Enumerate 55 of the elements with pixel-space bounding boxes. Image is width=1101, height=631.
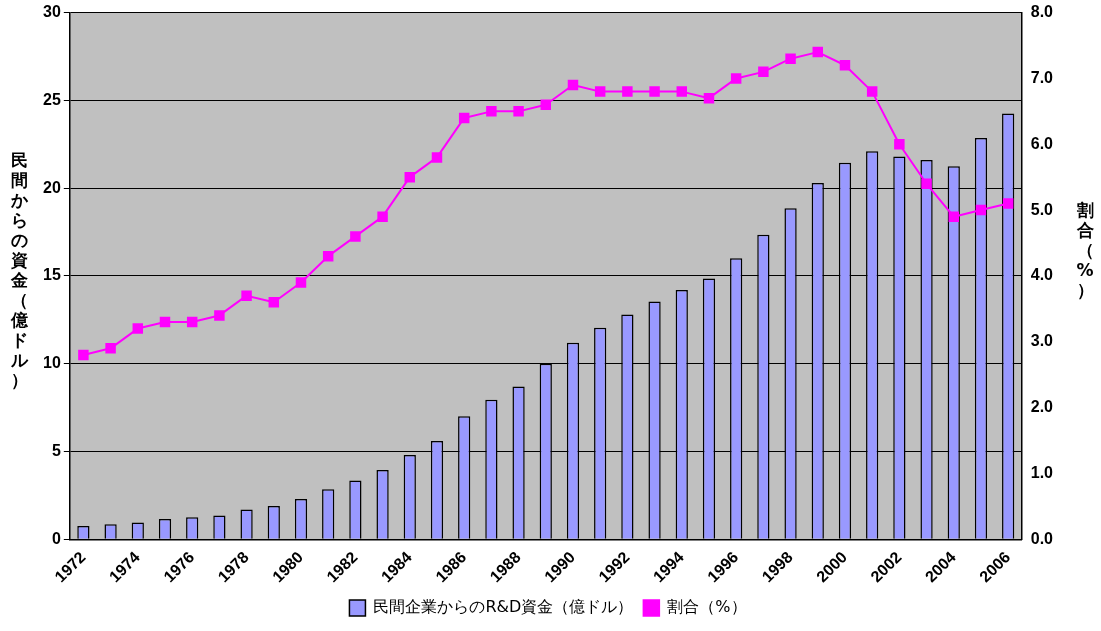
y2-tick-label: 2.0 — [1030, 398, 1054, 415]
point — [458, 112, 470, 124]
point — [921, 178, 932, 190]
point — [241, 290, 252, 301]
y2-tick-label: 7.0 — [1030, 68, 1054, 86]
y-tick-label: 25 — [43, 90, 61, 108]
y-tick-label: 20 — [43, 178, 61, 196]
point — [622, 86, 633, 97]
point — [78, 349, 89, 361]
legend-label: 割合（%） — [667, 597, 747, 617]
y2-tick-label: 1.0 — [1030, 463, 1054, 481]
y2-tick-label: 6.0 — [1030, 134, 1054, 152]
point — [839, 60, 851, 71]
point — [1002, 198, 1014, 209]
point — [404, 171, 416, 183]
point — [866, 86, 878, 97]
point — [975, 204, 987, 216]
point — [186, 316, 198, 328]
y2-axis-title: 割合（%） — [1075, 200, 1095, 300]
point — [649, 86, 660, 97]
point — [785, 53, 796, 64]
point — [703, 92, 715, 104]
point — [513, 106, 524, 117]
point — [758, 66, 769, 78]
point — [377, 211, 388, 222]
y2-tick-label: 3.0 — [1030, 332, 1054, 350]
y-tick-label: 5 — [51, 441, 61, 459]
y2-tick-label: 0.0 — [1030, 529, 1054, 547]
point — [214, 310, 225, 321]
point — [159, 316, 171, 328]
point — [268, 297, 280, 308]
point — [322, 250, 334, 262]
point — [948, 211, 959, 222]
y-tick-label: 30 — [43, 3, 61, 21]
point — [486, 106, 497, 117]
legend-label: 民間企業からのR&D資金（億ドル） — [373, 597, 634, 617]
point — [540, 99, 552, 111]
point — [730, 73, 742, 84]
y2-tick-label: 4.0 — [1030, 266, 1054, 284]
y2-tick-label: 5.0 — [1030, 200, 1054, 218]
y-tick-label: 10 — [43, 354, 61, 372]
y2-tick-label: 8.0 — [1030, 3, 1054, 21]
point — [295, 277, 307, 288]
point — [431, 152, 443, 163]
point — [676, 86, 688, 97]
point — [812, 46, 824, 58]
point — [594, 86, 606, 97]
point — [567, 79, 579, 91]
y-tick-label: 15 — [43, 266, 61, 284]
text: 民間からの資金（億ドル） — [10, 150, 28, 390]
point — [132, 323, 144, 334]
point — [894, 139, 905, 150]
point — [105, 343, 116, 354]
point — [350, 231, 361, 242]
y-tick-label: 0 — [51, 529, 61, 547]
